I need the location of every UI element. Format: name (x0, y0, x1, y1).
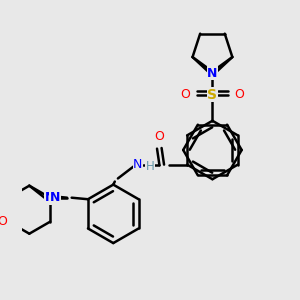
Text: N: N (133, 158, 142, 171)
Text: O: O (181, 88, 190, 101)
Text: N: N (207, 67, 218, 80)
Text: N: N (45, 191, 55, 204)
Text: H: H (146, 160, 154, 173)
Text: O: O (234, 88, 244, 101)
Text: S: S (207, 88, 218, 102)
Text: O: O (154, 130, 164, 143)
Text: O: O (0, 215, 7, 228)
Text: N: N (50, 191, 60, 204)
